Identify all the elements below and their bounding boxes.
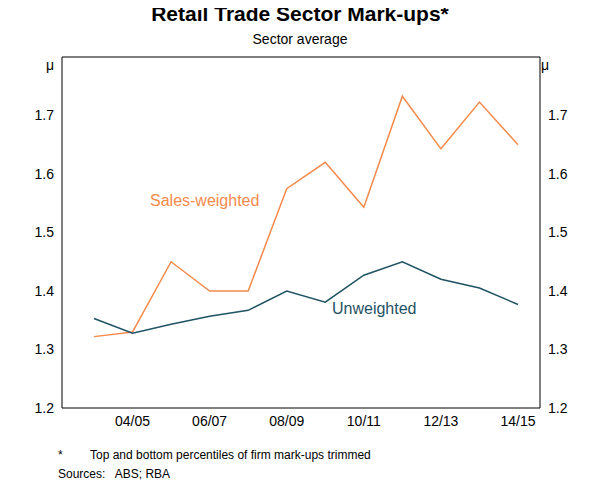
svg-text:1.6: 1.6 — [548, 166, 568, 182]
svg-text:10/11: 10/11 — [347, 413, 381, 429]
html-text:Top and bottom percentiles of: Top and bottom percentiles of firm mark-… — [90, 448, 371, 462]
svg-text:1.3: 1.3 — [35, 341, 55, 357]
svg-text:1.6: 1.6 — [35, 166, 55, 182]
svg-text:1.7: 1.7 — [35, 107, 55, 123]
svg-text:1.7: 1.7 — [548, 107, 568, 123]
svg-text:1.4: 1.4 — [35, 283, 55, 299]
svg-text:1.2: 1.2 — [548, 400, 568, 416]
html-text:μ: μ — [46, 57, 55, 73]
svg-text:08/09: 08/09 — [269, 413, 304, 429]
html-text:μ: μ — [541, 57, 550, 73]
svg-text:1.4: 1.4 — [548, 283, 568, 299]
svg-text:06/07: 06/07 — [192, 413, 227, 429]
svg-text:04/05: 04/05 — [115, 413, 150, 429]
html-text:Unweighted: Unweighted — [332, 300, 417, 317]
svg-text:14/15: 14/15 — [500, 413, 535, 429]
svg-text:1.5: 1.5 — [548, 224, 568, 240]
svg-text:1.5: 1.5 — [35, 224, 55, 240]
svg-text:1.3: 1.3 — [548, 341, 568, 357]
html-text:Retail Trade Sector Mark-ups*: Retail Trade Sector Mark-ups* — [151, 2, 449, 25]
html-text:Sector average: Sector average — [252, 31, 348, 47]
html-text:Sales-weighted: Sales-weighted — [150, 192, 260, 209]
svg-text:1.2: 1.2 — [35, 400, 55, 416]
svg-text:12/13: 12/13 — [423, 413, 458, 429]
html-text:Sources: ABS; RBA: Sources: ABS; RBA — [58, 467, 171, 481]
